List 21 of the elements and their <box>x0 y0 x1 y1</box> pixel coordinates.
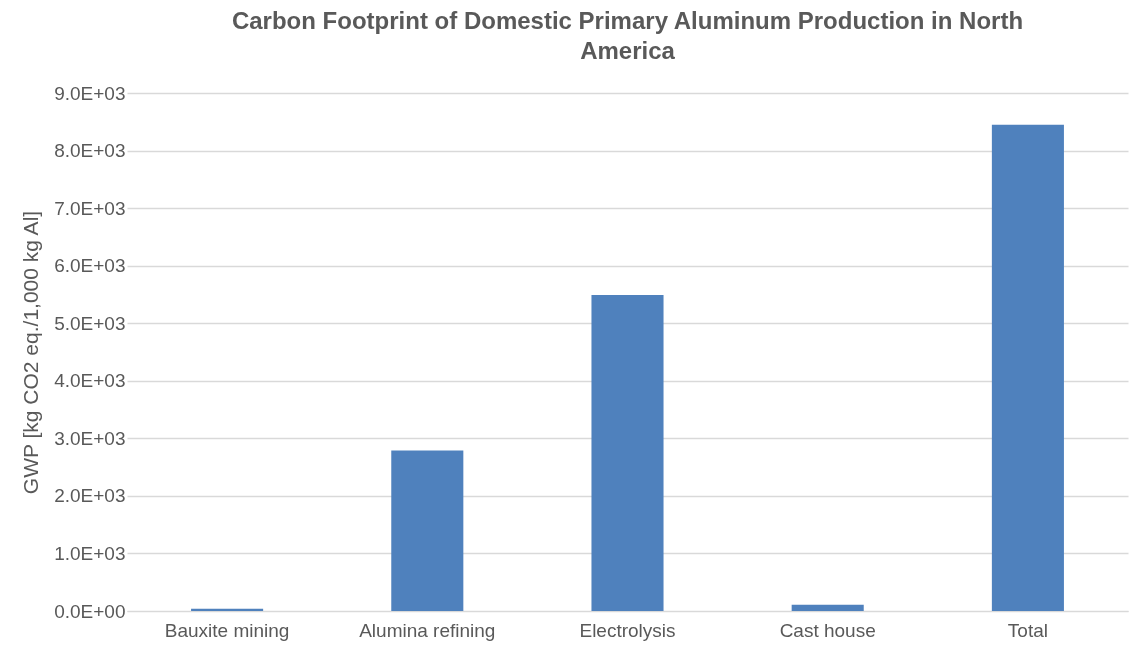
y-tick-label: 5.0E+03 <box>54 312 126 334</box>
y-tick-label: 4.0E+03 <box>54 370 126 392</box>
bar <box>591 295 664 611</box>
y-tick-label: 3.0E+03 <box>54 427 126 449</box>
x-tick-label: Bauxite mining <box>164 619 290 641</box>
y-axis-title: GWP [kg CO2 eq./1,000 kg Al] <box>19 210 43 495</box>
x-tick-label: Alumina refining <box>359 619 496 641</box>
y-tick-label: 8.0E+03 <box>54 140 126 162</box>
y-tick-label: 7.0E+03 <box>54 197 126 219</box>
chart-title: Carbon Footprint of Domestic Primary Aluminum Production in North America <box>231 7 1024 64</box>
y-tick-label: 2.0E+03 <box>54 485 126 507</box>
bar <box>991 124 1064 611</box>
x-tick-label: Cast house <box>779 619 876 641</box>
bar <box>391 450 464 611</box>
bar <box>791 604 864 611</box>
y-tick-label: 6.0E+03 <box>54 255 126 277</box>
y-tick-label: 9.0E+03 <box>54 82 126 104</box>
y-tick-label: 0.0E+00 <box>54 600 126 622</box>
y-tick-label: 1.0E+03 <box>54 542 126 564</box>
x-tick-label: Total <box>1007 619 1048 641</box>
x-tick-label: Electrolysis <box>579 619 676 641</box>
